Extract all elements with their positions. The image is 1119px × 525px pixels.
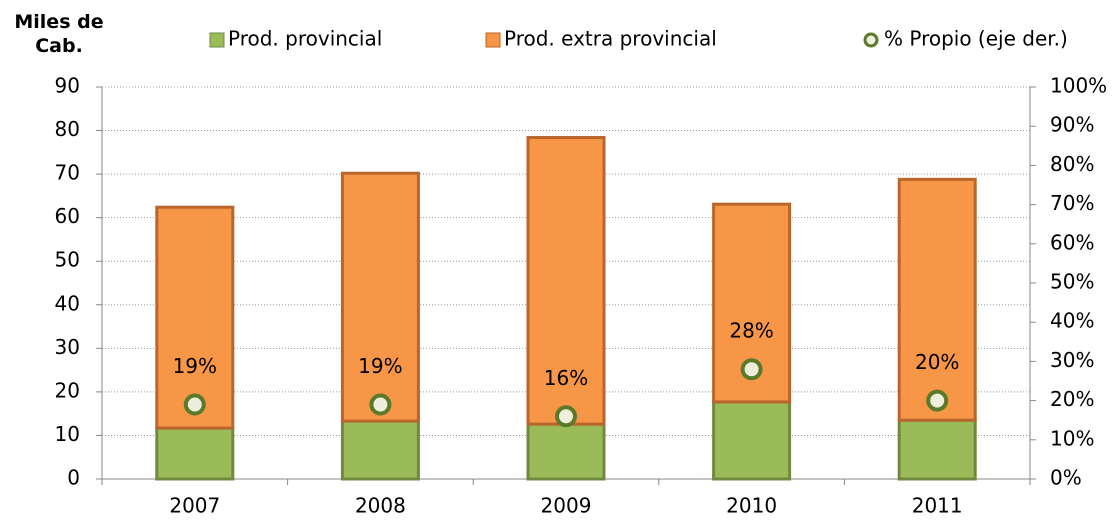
y-tick-label: 80 (55, 117, 80, 141)
y2-tick-label: 30% (1050, 348, 1094, 372)
y2-tick-label: 90% (1050, 113, 1094, 137)
legend-marker (863, 32, 879, 48)
y2-tick-label: 0% (1050, 466, 1082, 490)
percent-point (555, 405, 577, 428)
y2-tick-label: 40% (1050, 309, 1094, 333)
bar (155, 426, 235, 481)
bar (897, 418, 977, 481)
x-tick-label: 2007 (169, 494, 220, 518)
data-label: 20% (915, 350, 959, 374)
data-label: 19% (358, 354, 402, 378)
bar (526, 136, 606, 426)
y2-tick-label: 10% (1050, 426, 1094, 450)
x-tick-label: 2009 (541, 494, 592, 518)
y-tick-label: 20 (55, 378, 80, 402)
y-tick-label: 10 (55, 422, 80, 446)
y2-tick-label: 100% (1050, 74, 1107, 98)
y2-tick-label: 50% (1050, 270, 1094, 294)
percent-point (926, 389, 949, 412)
legend-marker (209, 32, 225, 48)
x-tick-label: 2011 (912, 494, 963, 518)
percent-point (369, 393, 392, 416)
y-tick-label: 70 (55, 161, 80, 185)
y2-tick-label: 20% (1050, 387, 1094, 411)
percent-point (183, 393, 206, 416)
y-tick-label: 50 (55, 248, 80, 272)
legend-label: % Propio (eje der.) (884, 27, 1068, 51)
x-tick-label: 2008 (355, 494, 406, 518)
legend-label: Prod. provincial (228, 27, 382, 51)
y-tick-label: 60 (55, 204, 80, 228)
legend-label: Prod. extra provincial (504, 27, 717, 51)
x-tick-label: 2010 (726, 494, 777, 518)
percent-point (740, 358, 763, 381)
bar (897, 177, 977, 422)
y-tick-label: 90 (55, 74, 80, 98)
y-tick-label: 0 (67, 466, 80, 490)
y2-tick-label: 70% (1050, 191, 1094, 215)
bar (340, 171, 420, 423)
legend-marker (485, 32, 501, 48)
bar (526, 422, 606, 481)
y2-tick-label: 60% (1050, 230, 1094, 254)
y-axis-label: Miles de Cab. (14, 11, 104, 57)
y-tick-label: 40 (55, 291, 80, 315)
data-label: 16% (544, 366, 588, 390)
bar (155, 205, 235, 430)
y2-tick-label: 80% (1050, 152, 1094, 176)
data-label: 19% (173, 354, 217, 378)
bar (340, 419, 420, 481)
bar (712, 400, 792, 481)
data-label: 28% (729, 319, 773, 343)
y-tick-label: 30 (55, 335, 80, 359)
